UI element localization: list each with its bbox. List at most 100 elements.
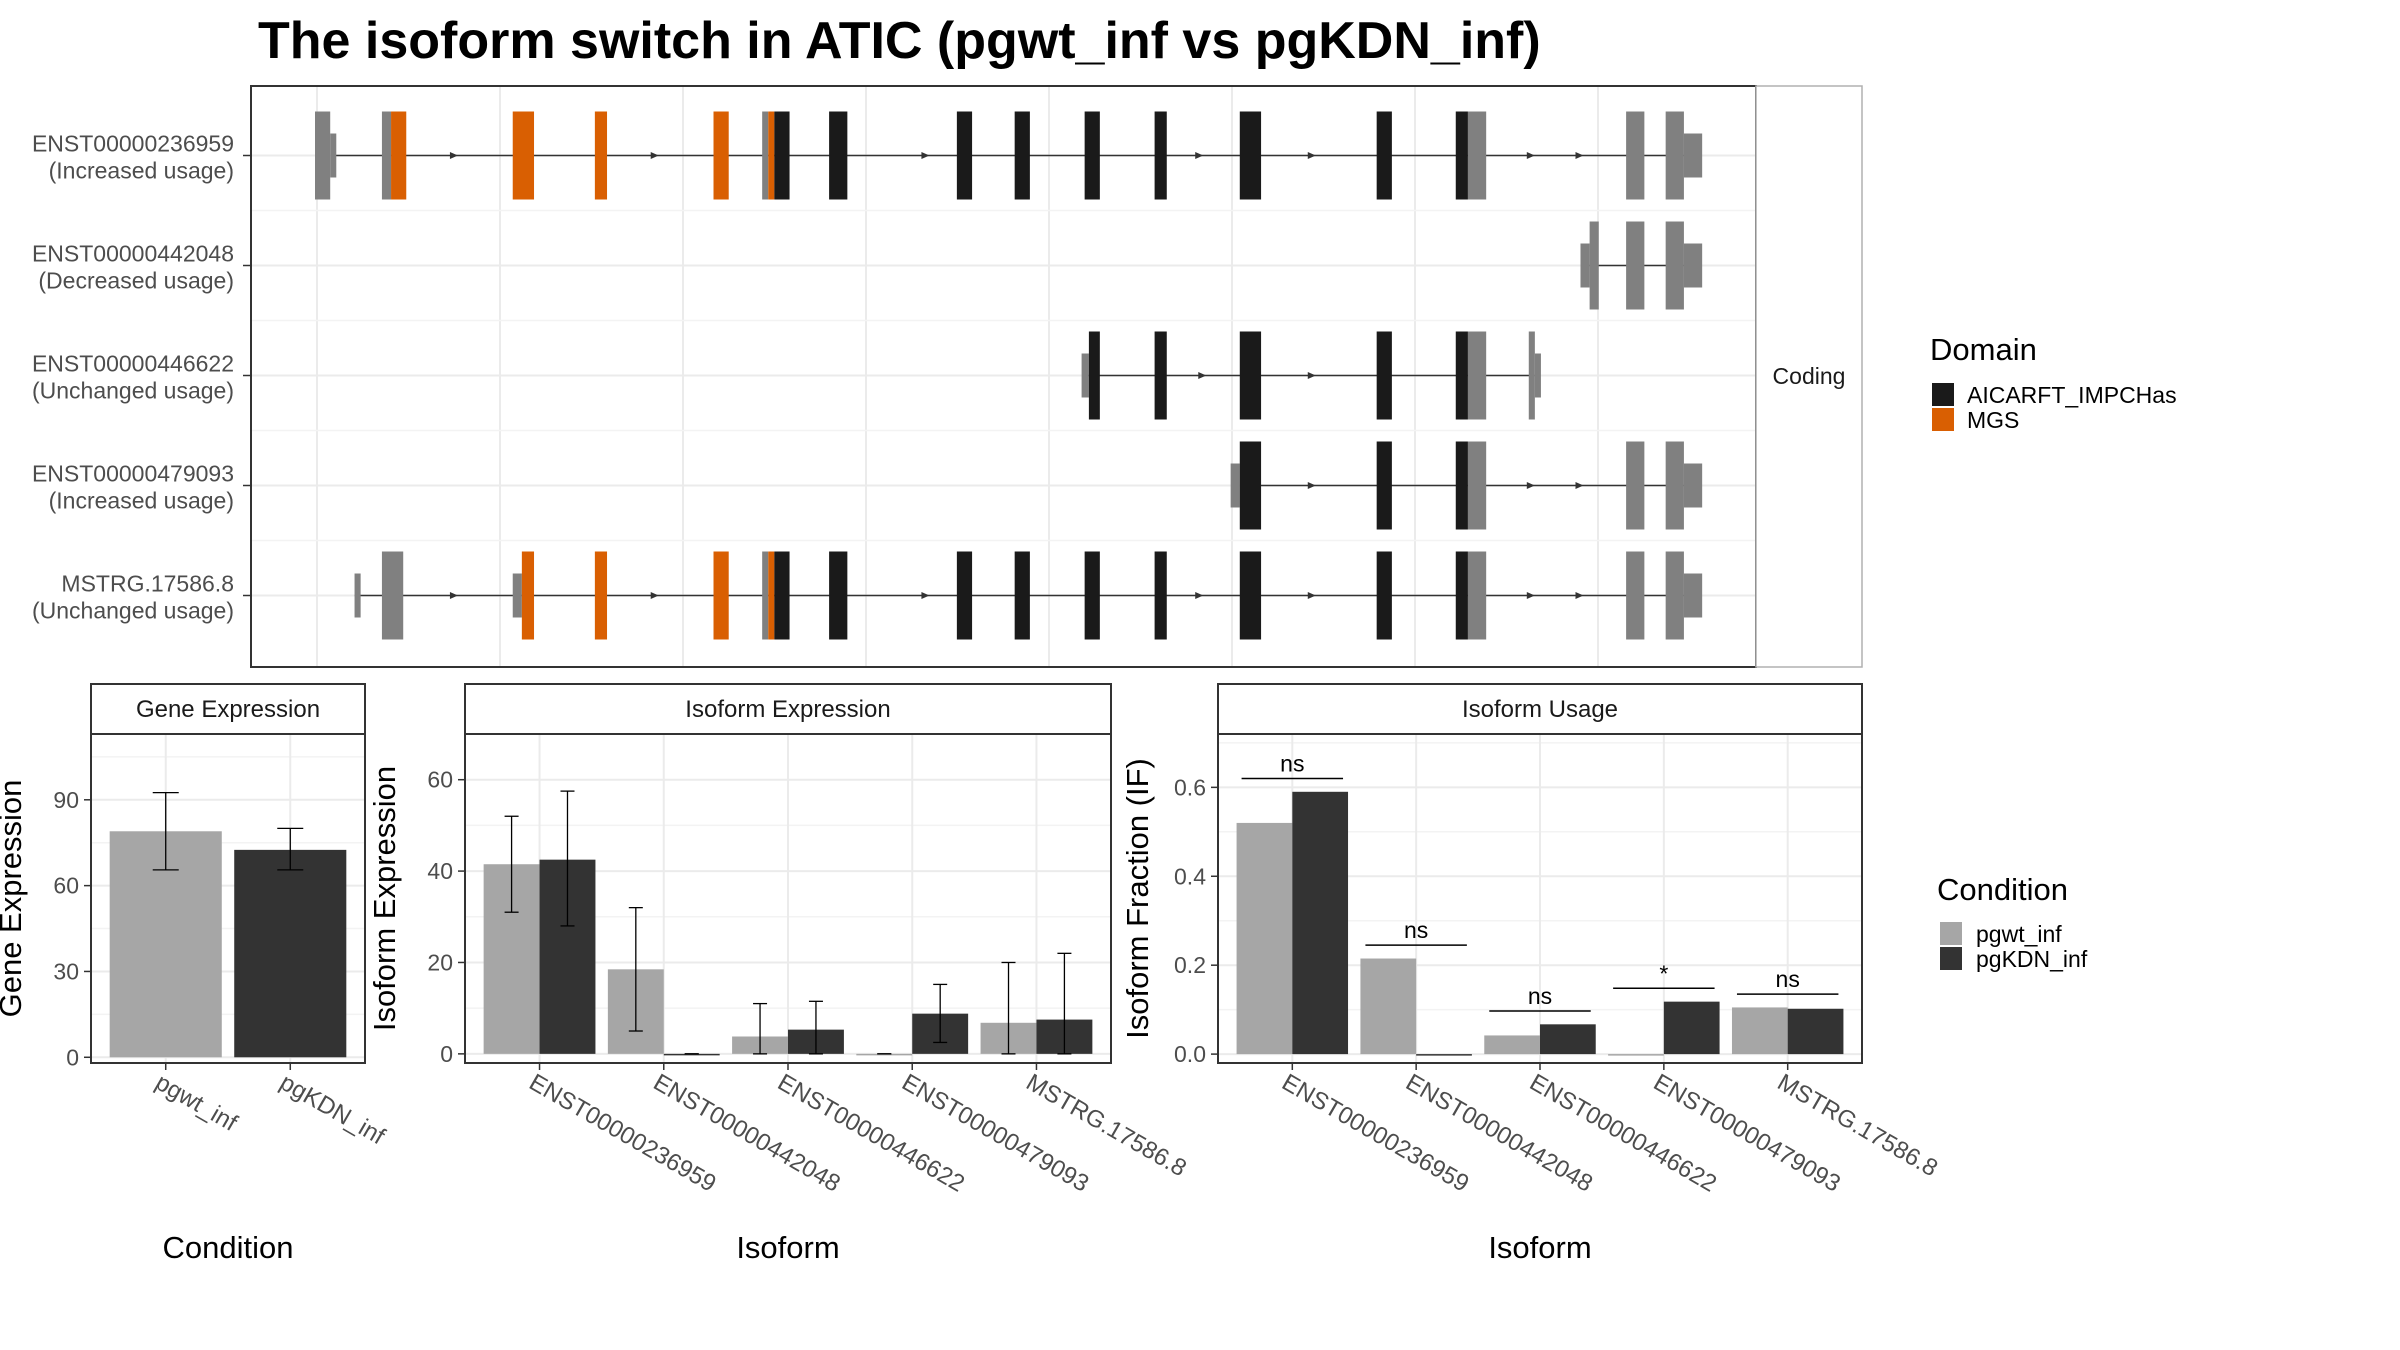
noncoding-exon [1683, 133, 1703, 178]
direction-arrow [1307, 592, 1316, 599]
direction-arrow [1575, 152, 1584, 159]
aicarft-domain-exon [829, 111, 848, 200]
y-tick-label: 0 [66, 1044, 79, 1070]
facet-strip-label: Coding [1773, 363, 1846, 389]
aicarft-domain-exon [1239, 331, 1262, 420]
facet-strip-label: Gene Expression [136, 696, 320, 723]
coding-exon [1665, 441, 1684, 530]
aicarft-domain-exon [1376, 111, 1392, 200]
mgs-domain-exon [768, 111, 775, 200]
y-tick-label: 30 [53, 958, 79, 984]
coding-exon [315, 111, 331, 200]
aicarft-domain-exon [1455, 331, 1468, 420]
aicarft-domain-exon [956, 551, 973, 640]
coding-exon [1626, 551, 1645, 640]
noncoding-exon [1534, 353, 1541, 398]
facet-strip [464, 683, 1112, 735]
aicarft-domain-exon [956, 111, 973, 200]
direction-arrow [650, 592, 659, 599]
condition-legend-swatch [1940, 922, 1962, 945]
coding-exon [1626, 441, 1645, 530]
bar [663, 1053, 720, 1056]
bar [856, 1053, 913, 1056]
coding-exon [762, 551, 769, 640]
mgs-domain-exon [768, 551, 775, 640]
isoform-usage-label: (Unchanged usage) [32, 378, 234, 404]
aicarft-domain-exon [1014, 551, 1030, 640]
significance-label: ns [1404, 917, 1428, 943]
coding-exon [1626, 111, 1645, 200]
x-tick-label: pgKDN_inf [275, 1069, 389, 1151]
direction-arrow [1575, 482, 1584, 489]
bar [1484, 1035, 1540, 1055]
domain-legend-swatch [1932, 408, 1954, 431]
bar [1540, 1024, 1596, 1055]
noncoding-exon [354, 573, 361, 618]
isoform-usage-label: (Increased usage) [49, 488, 234, 514]
direction-arrow [650, 152, 659, 159]
bar [1787, 1008, 1844, 1055]
mgs-domain-exon [713, 111, 729, 200]
coding-exon [1528, 331, 1535, 420]
noncoding-exon [1580, 243, 1590, 288]
direction-arrow [1195, 152, 1204, 159]
isoform-usage-label: (Increased usage) [49, 158, 234, 184]
aicarft-domain-exon [1154, 111, 1167, 200]
isoform-track [315, 111, 1703, 200]
direction-arrow [921, 152, 930, 159]
coding-exon [1626, 221, 1645, 310]
isoform-id-label: ENST00000442048 [32, 241, 234, 267]
facet-strip [1755, 85, 1863, 668]
direction-arrow [1526, 592, 1535, 599]
significance-label: * [1659, 960, 1668, 986]
noncoding-exon [1081, 353, 1089, 398]
mgs-domain-exon [391, 111, 407, 200]
x-tick-label: pgwt_inf [151, 1069, 242, 1137]
y-tick-label: 60 [427, 767, 453, 793]
aicarft-domain-exon [1455, 441, 1468, 530]
bar [1608, 1054, 1664, 1056]
y-axis-title: Gene Expression [0, 780, 28, 1018]
direction-arrow [1526, 482, 1535, 489]
isoform-usage-label: (Unchanged usage) [32, 598, 234, 624]
isoform-track [1580, 221, 1703, 310]
direction-arrow [921, 592, 930, 599]
condition-legend-label: pgwt_inf [1976, 921, 2062, 947]
aicarft-domain-exon [774, 111, 790, 200]
mgs-domain-exon [594, 111, 608, 200]
coding-exon [1467, 441, 1487, 530]
y-tick-label: 40 [427, 858, 453, 884]
noncoding-exon [330, 133, 337, 178]
y-tick-label: 20 [427, 949, 453, 975]
coding-exon [762, 111, 769, 200]
y-tick-label: 60 [53, 873, 79, 899]
y-tick-label: 0 [440, 1041, 453, 1067]
y-tick-label: 0.4 [1174, 863, 1206, 889]
bar [1292, 791, 1349, 1055]
aicarft-domain-exon [1239, 111, 1262, 200]
noncoding-exon [1230, 463, 1240, 508]
bar [1663, 1001, 1720, 1055]
aicarft-domain-exon [1154, 331, 1167, 420]
gene-structure-panel: ENST00000236959(Increased usage)ENST0000… [32, 85, 1863, 668]
direction-arrow [1307, 482, 1316, 489]
y-tick-label: 90 [53, 787, 79, 813]
aicarft-domain-exon [1376, 441, 1392, 530]
mgs-domain-exon [512, 111, 535, 200]
domain-legend-label: MGS [1967, 407, 2019, 433]
bar-panel: 0 30 60 90 pgwt_inf pgKDN_inf Gene Expression C… [0, 683, 390, 1265]
aicarft-domain-exon [1239, 551, 1262, 640]
facet-strip [1217, 683, 1863, 735]
aicarft-domain-exon [1239, 441, 1262, 530]
aicarft-domain-exon [1088, 331, 1100, 420]
isoform-track [1081, 331, 1541, 420]
coding-exon [1467, 331, 1487, 420]
x-axis-title: Isoform [736, 1230, 839, 1265]
noncoding-exon [1683, 573, 1703, 618]
isoform-id-label: MSTRG.17586.8 [61, 571, 234, 597]
mgs-domain-exon [713, 551, 729, 640]
aicarft-domain-exon [1376, 331, 1392, 420]
bar-panel: 0204060ENST00000236959ENST00000442048ENS… [367, 683, 1191, 1265]
